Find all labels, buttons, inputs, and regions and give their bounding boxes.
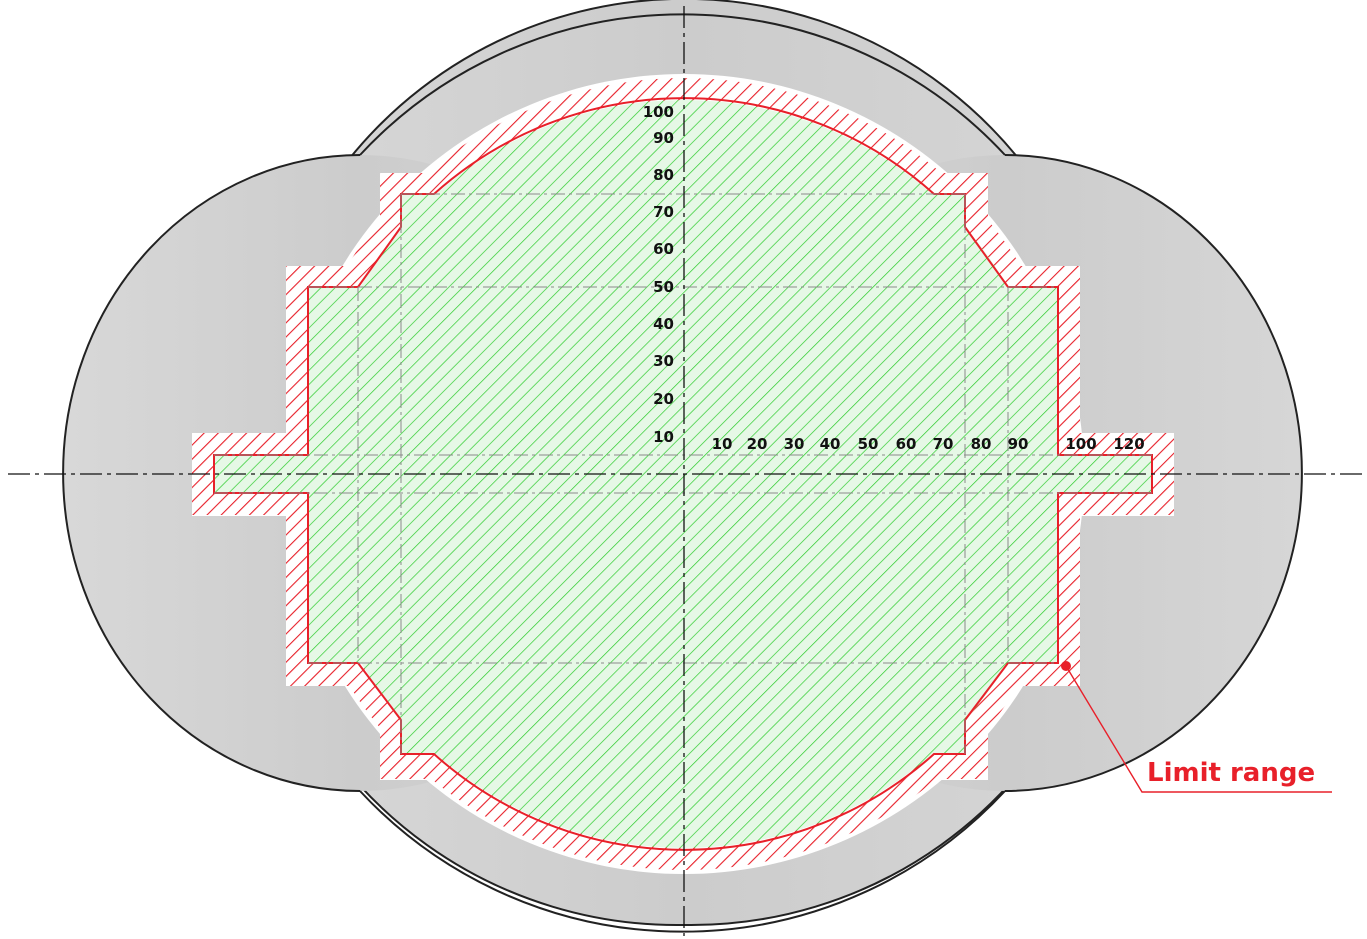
x-tick-label: 30	[784, 435, 805, 453]
construction-grid	[214, 193, 1152, 754]
x-tick-label: 20	[747, 435, 768, 453]
x-tick-label: 40	[820, 435, 841, 453]
x-tick-label: 80	[971, 435, 992, 453]
x-tick-label: 70	[933, 435, 954, 453]
x-tick-label: 10	[712, 435, 733, 453]
y-tick-label: 20	[653, 390, 674, 408]
x-tick-label: 100	[1065, 435, 1096, 453]
y-tick-label: 50	[653, 278, 674, 296]
left-lobe-outline	[62, 154, 361, 792]
y-tick-label: 60	[653, 240, 674, 258]
y-tick-labels: 10 20 30 40 50 60 70 80 90 100	[643, 103, 674, 446]
y-tick-label: 40	[653, 315, 674, 333]
x-tick-label: 50	[858, 435, 879, 453]
center-axes	[8, 6, 1362, 936]
x-tick-labels: 10 20 30 40 50 60 70 80 90 100 120	[712, 435, 1145, 453]
right-lobe-outline	[1004, 154, 1303, 792]
y-tick-label: 70	[653, 203, 674, 221]
y-tick-label: 100	[643, 103, 674, 121]
y-tick-label: 80	[653, 166, 674, 184]
callout-leader	[1065, 665, 1332, 793]
y-tick-label: 30	[653, 352, 674, 370]
x-tick-label: 60	[896, 435, 917, 453]
bottom-dome-outline	[359, 790, 1006, 933]
top-dome-outline	[359, 13, 1006, 156]
callout-label: Limit range	[1147, 758, 1315, 788]
x-tick-label: 90	[1008, 435, 1029, 453]
y-tick-label: 10	[653, 428, 674, 446]
limit-range-callout: Limit range	[1061, 661, 1332, 793]
x-tick-label: 120	[1113, 435, 1144, 453]
y-tick-label: 90	[653, 129, 674, 147]
